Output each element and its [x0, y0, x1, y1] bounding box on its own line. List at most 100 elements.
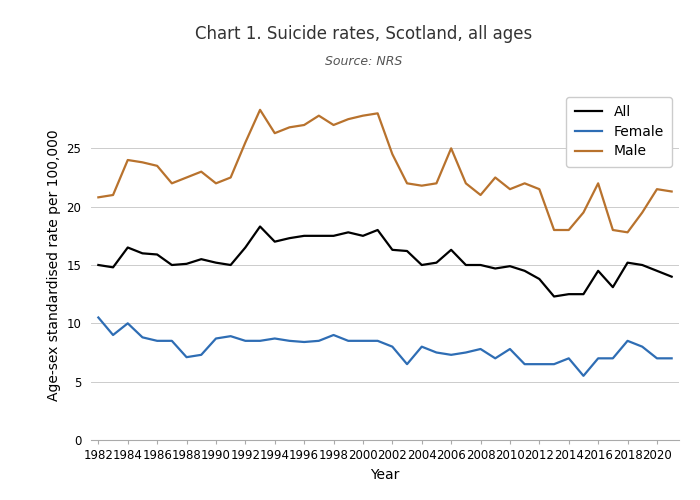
All: [139, 250, 147, 256]
Line: All: All: [99, 226, 672, 296]
Male: [139, 160, 147, 166]
All: [477, 262, 485, 268]
Male: [491, 174, 500, 180]
Male: [286, 124, 294, 130]
Male: [609, 227, 617, 233]
Female: [168, 338, 176, 344]
Female: [638, 344, 647, 349]
Female: [594, 356, 603, 362]
Female: [271, 336, 279, 342]
Female: [227, 333, 235, 339]
All: [315, 233, 323, 239]
Male: [330, 122, 338, 128]
Male: [550, 227, 559, 233]
Male: [227, 174, 235, 180]
Female: [241, 338, 250, 344]
Female: [124, 320, 132, 326]
Male: [359, 112, 368, 118]
Male: [124, 157, 132, 163]
Male: [624, 230, 632, 235]
Male: [403, 180, 412, 186]
Female: [374, 338, 382, 344]
All: [94, 262, 103, 268]
Female: [153, 338, 162, 344]
All: [565, 291, 573, 297]
All: [153, 252, 162, 258]
Female: [286, 338, 294, 344]
Female: [94, 314, 103, 320]
Male: [668, 188, 676, 194]
Male: [565, 227, 573, 233]
All: [183, 261, 191, 267]
Male: [580, 210, 588, 216]
All: [550, 294, 559, 300]
Female: [344, 338, 353, 344]
Female: [565, 356, 573, 362]
All: [580, 291, 588, 297]
Line: Female: Female: [99, 318, 672, 376]
Female: [300, 339, 309, 345]
All: [227, 262, 235, 268]
All: [653, 268, 662, 274]
All: [536, 276, 544, 282]
Female: [580, 373, 588, 379]
Female: [668, 356, 676, 362]
Female: [462, 350, 470, 356]
All: [447, 247, 456, 253]
All: [374, 227, 382, 233]
Male: [183, 174, 191, 180]
Female: [330, 332, 338, 338]
Female: [359, 338, 368, 344]
All: [418, 262, 426, 268]
All: [433, 260, 441, 266]
Male: [197, 168, 206, 174]
Male: [315, 112, 323, 118]
All: [594, 268, 603, 274]
All: [241, 244, 250, 250]
Male: [374, 110, 382, 116]
Male: [418, 182, 426, 188]
All: [609, 284, 617, 290]
Female: [139, 334, 147, 340]
Female: [109, 332, 118, 338]
Male: [536, 186, 544, 192]
Female: [477, 346, 485, 352]
All: [462, 262, 470, 268]
Female: [624, 338, 632, 344]
All: [168, 262, 176, 268]
All: [330, 233, 338, 239]
Female: [536, 361, 544, 367]
Female: [433, 350, 441, 356]
All: [403, 248, 412, 254]
All: [344, 230, 353, 235]
Male: [462, 180, 470, 186]
All: [109, 264, 118, 270]
All: [271, 238, 279, 244]
X-axis label: Year: Year: [370, 468, 400, 481]
Female: [197, 352, 206, 358]
Female: [491, 356, 500, 362]
All: [624, 260, 632, 266]
Male: [300, 122, 309, 128]
Text: Chart 1. Suicide rates, Scotland, all ages: Chart 1. Suicide rates, Scotland, all ag…: [195, 25, 533, 43]
All: [491, 266, 500, 272]
Female: [550, 361, 559, 367]
Male: [256, 107, 265, 113]
Line: Male: Male: [99, 110, 672, 232]
Female: [653, 356, 662, 362]
All: [124, 244, 132, 250]
Male: [477, 192, 485, 198]
Female: [506, 346, 514, 352]
Female: [418, 344, 426, 349]
Female: [212, 336, 220, 342]
All: [389, 247, 397, 253]
Female: [389, 344, 397, 349]
Male: [433, 180, 441, 186]
Male: [109, 192, 118, 198]
Female: [183, 354, 191, 360]
Female: [447, 352, 456, 358]
Male: [168, 180, 176, 186]
Female: [609, 356, 617, 362]
All: [286, 235, 294, 241]
Male: [521, 180, 529, 186]
